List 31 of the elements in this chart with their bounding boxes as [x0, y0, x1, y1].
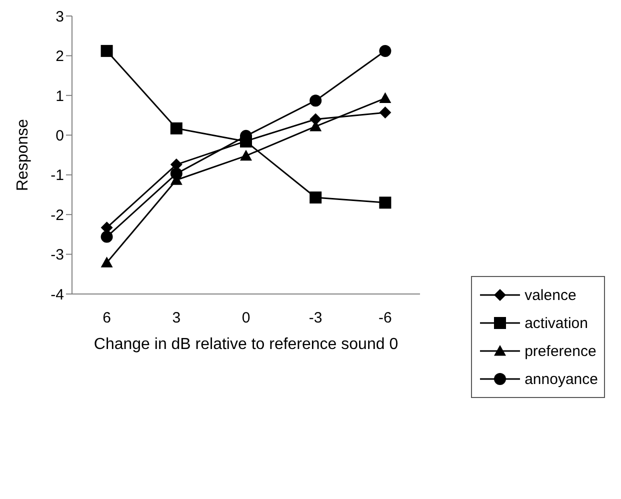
x-tick-label: 0: [242, 310, 250, 327]
y-axis-title: Response: [14, 118, 32, 192]
x-axis-title: Change in dB relative to reference sound 0: [94, 336, 398, 353]
point: [100, 256, 113, 268]
y-tick-label: 2: [56, 48, 64, 66]
y-tick-label: -2: [50, 206, 64, 224]
x-tick-label: 6: [102, 310, 111, 327]
point: [170, 122, 182, 134]
point: [379, 44, 392, 57]
point: [240, 150, 252, 161]
point: [100, 44, 113, 57]
x-tick-label: -6: [378, 310, 392, 327]
point: [170, 168, 182, 180]
legend-label: annoyance: [524, 370, 598, 388]
y-tick-label: 0: [56, 127, 64, 144]
point: [100, 230, 113, 243]
point: [379, 196, 392, 209]
x-tick-label: 3: [172, 310, 181, 327]
point: [310, 94, 322, 107]
legend-label: valence: [524, 286, 576, 304]
y-tick-label: 1: [56, 88, 64, 105]
y-tick-label: -1: [50, 167, 64, 184]
point: [379, 92, 392, 104]
legend-label: preference: [524, 342, 596, 360]
y-tick-label: -3: [50, 246, 64, 264]
point: [310, 191, 322, 204]
point: [379, 106, 392, 119]
x-tick-label: -3: [308, 310, 322, 327]
y-tick-label: 3: [56, 8, 64, 26]
legend-label: activation: [524, 314, 588, 332]
y-tick-label: -4: [50, 286, 64, 304]
